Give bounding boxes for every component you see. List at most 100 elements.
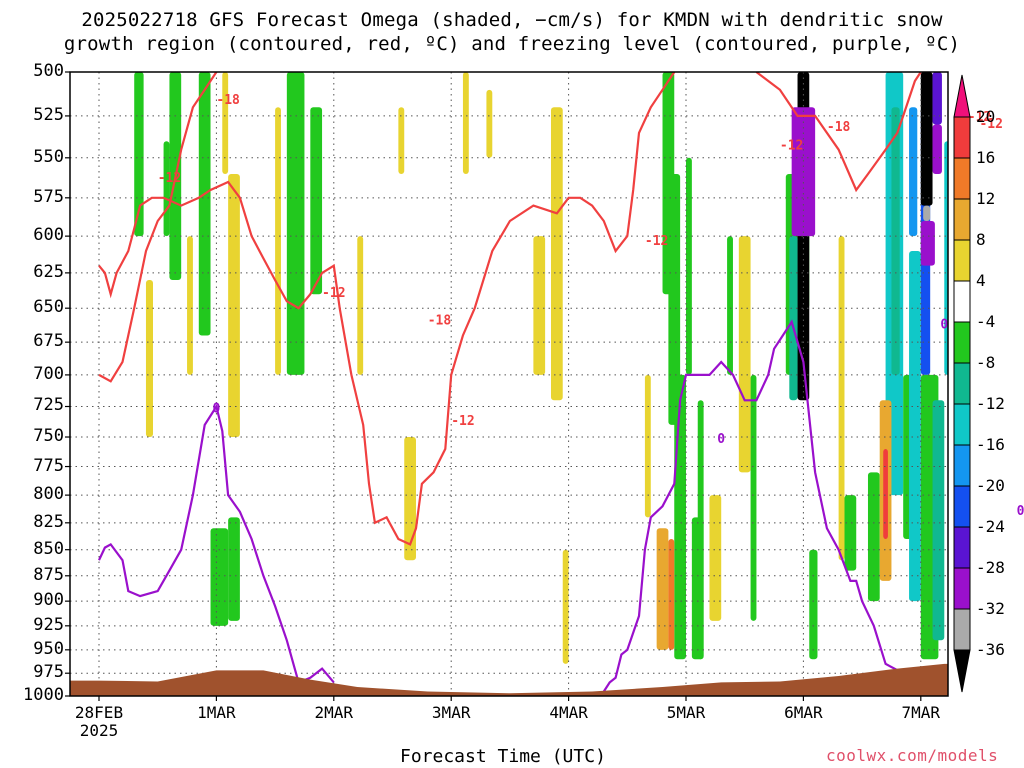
omega-cell: [398, 107, 405, 175]
omega-cell: [674, 374, 686, 660]
colorbar-label: 8: [976, 230, 986, 249]
omega-cell: [686, 157, 692, 375]
colorbar-label: 16: [976, 148, 996, 167]
contour-label-purple: 0: [717, 432, 725, 447]
omega-core: [789, 236, 798, 401]
contour-line: [98, 72, 676, 546]
omega-cell: [486, 89, 493, 158]
contour-label-red: -12: [451, 414, 474, 429]
omega-cell: [974, 72, 980, 107]
y-tick-label: 525: [33, 104, 64, 125]
x-tick-sublabel: 2025: [79, 721, 119, 740]
y-tick-label: 775: [33, 455, 64, 476]
y-tick-label: 975: [33, 662, 64, 683]
omega-cell: [1021, 206, 1024, 295]
x-tick-label: 7MAR: [901, 703, 941, 722]
x-tick-label: 3MAR: [431, 703, 471, 722]
omega-cell: [222, 72, 229, 175]
y-tick-label: 675: [33, 331, 64, 352]
contour-label-red: -12: [645, 234, 668, 249]
omega-shading: [134, 72, 1024, 664]
colorbar-label: -16: [976, 435, 1005, 454]
omega-cell: [210, 528, 229, 626]
contour-label-purple: 0: [212, 402, 220, 417]
y-tick-label: 700: [33, 363, 64, 384]
colorbar-swatch: [953, 157, 971, 200]
colorbar-swatch: [953, 526, 971, 569]
colorbar-label: 20: [976, 107, 996, 126]
y-tick-label: 725: [33, 395, 64, 416]
omega-cell: [909, 251, 921, 602]
omega-cell: [697, 400, 704, 660]
colorbar-label: -8: [976, 353, 996, 372]
omega-cell: [709, 495, 722, 621]
contour-lines: [98, 72, 922, 693]
omega-cell: [944, 141, 948, 375]
omega-cell: [838, 236, 845, 561]
chart-title-line1: 2025022718 GFS Forecast Omega (shaded, −…: [81, 9, 943, 31]
contour-line: [602, 319, 916, 693]
omega-cell: [909, 107, 918, 237]
omega-cell: [644, 374, 651, 518]
colorbar-swatch: [953, 444, 971, 487]
y-tick-label: 825: [33, 511, 64, 532]
omega-cell: [883, 448, 888, 540]
colorbar-swatch: [953, 403, 971, 446]
contour-line: [98, 72, 218, 383]
contour-label-purple: 0: [1017, 504, 1024, 519]
omega-cell: [844, 495, 857, 571]
omega-cell: [286, 72, 305, 375]
y-tick-label: 900: [33, 590, 64, 611]
colorbar-label: -4: [976, 312, 996, 331]
plot-frame: [69, 71, 949, 697]
omega-cell: [809, 549, 818, 660]
y-tick-label: 950: [33, 638, 64, 659]
omega-cell: [656, 528, 669, 650]
y-tick-label: 550: [33, 146, 64, 167]
x-tick-label: 6MAR: [784, 703, 823, 722]
omega-core: [932, 72, 942, 125]
contour-label-red: -12: [322, 286, 345, 301]
x-tick-label: 1MAR: [197, 703, 236, 722]
y-tick-label: 575: [33, 186, 64, 207]
omega-cell: [163, 141, 170, 237]
y-tick-label: 925: [33, 614, 64, 635]
chart-title: 2025022718 GFS Forecast Omega (shaded, −…: [0, 8, 1024, 56]
colorbar-label: -12: [976, 394, 1005, 413]
y-tick-label: 750: [33, 426, 64, 447]
x-tick-label: 28FEB: [74, 703, 124, 722]
colorbar-label: -32: [976, 599, 1005, 618]
omega-cell: [533, 236, 546, 375]
omega-cell: [310, 107, 323, 295]
y-tick-label: 600: [33, 225, 64, 246]
colorbar: [953, 74, 971, 693]
colorbar-swatch: [953, 321, 971, 364]
omega-core: [923, 205, 931, 222]
colorbar-swatch: [953, 280, 971, 323]
y-tick-label: 625: [33, 261, 64, 282]
omega-cell: [228, 517, 240, 621]
chart-title-line2: growth region (contoured, red, ºC) and f…: [63, 33, 961, 55]
credit-text: coolwx.com/models: [826, 746, 999, 765]
omega-cell: [727, 236, 733, 375]
omega-cell: [275, 107, 281, 375]
x-axis-title: Forecast Time (UTC): [400, 746, 606, 767]
omega-cell: [932, 400, 945, 641]
contour-label-red: -18: [428, 314, 452, 329]
omega-cell: [462, 72, 469, 175]
contour-label-red: -12: [968, 110, 991, 125]
colorbar-swatch: [953, 116, 971, 159]
omega-cell: [562, 549, 569, 664]
omega-cell: [357, 236, 364, 375]
omega-cell: [550, 107, 563, 401]
omega-cell: [662, 72, 675, 295]
omega-cell: [738, 236, 751, 473]
axis-ticks: [65, 71, 922, 701]
x-tick-label: 2MAR: [314, 703, 354, 722]
y-tick-label: 500: [33, 61, 64, 81]
contour-labels: -18-12-12-18-12-12-12-18-12-12-18-18-12-…: [158, 93, 1024, 519]
y-tick-label: 650: [33, 297, 64, 318]
omega-cell: [134, 72, 144, 237]
contour-label-red: -18: [827, 120, 851, 135]
